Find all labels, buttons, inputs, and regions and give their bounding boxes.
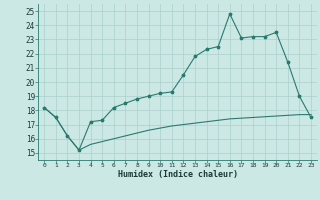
X-axis label: Humidex (Indice chaleur): Humidex (Indice chaleur)	[118, 170, 238, 179]
